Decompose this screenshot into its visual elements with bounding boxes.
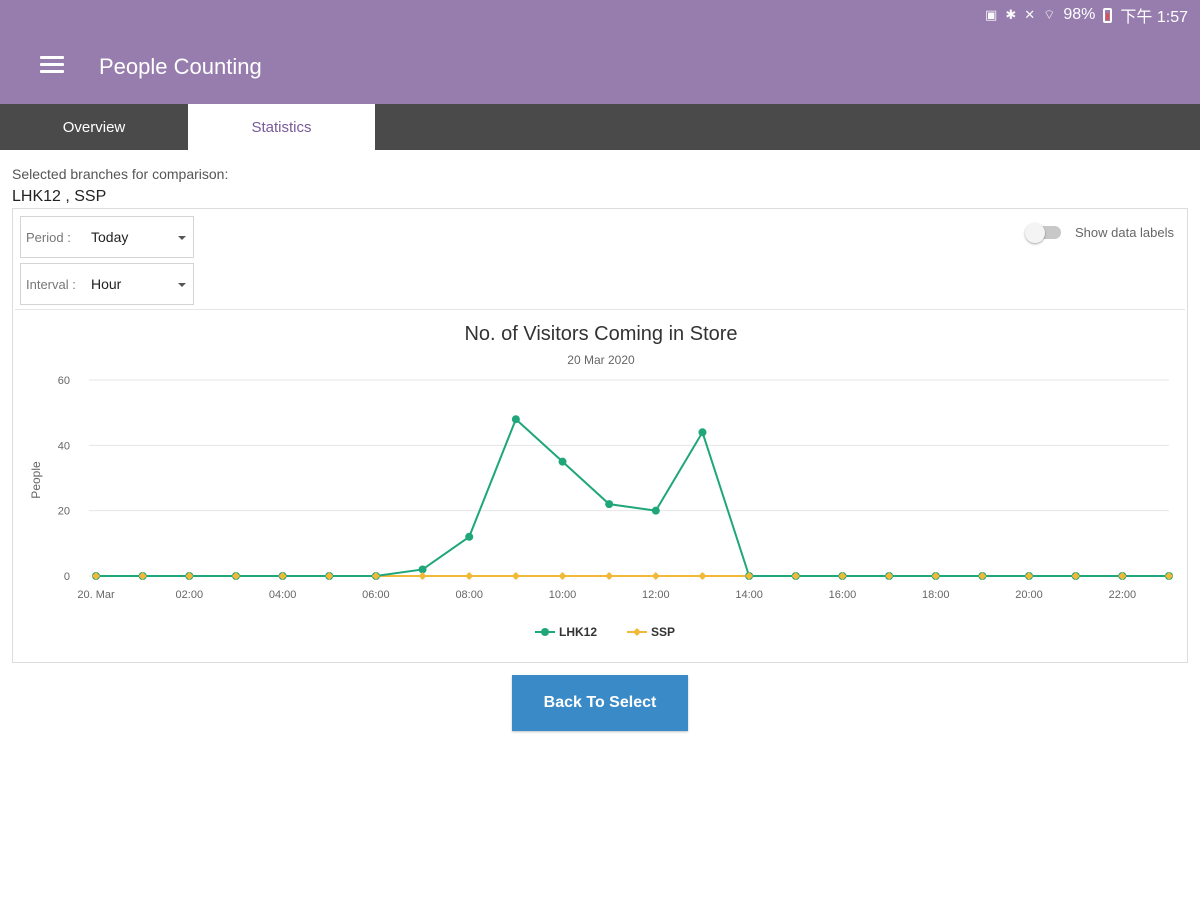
data-point <box>558 572 567 580</box>
data-labels-toggle[interactable] <box>1025 223 1061 243</box>
chart-container: No. of Visitors Coming in Store 20 Mar 2… <box>15 309 1185 662</box>
back-to-select-button[interactable]: Back To Select <box>512 675 688 731</box>
x-tick-label: 06:00 <box>362 589 390 601</box>
data-point <box>92 572 100 580</box>
legend-marker <box>633 628 641 636</box>
chart-title: No. of Visitors Coming in Store <box>464 323 737 345</box>
legend-marker <box>541 628 549 636</box>
series-line-lhk12 <box>96 417 1169 577</box>
data-point <box>418 565 427 574</box>
tab-bar: Overview Statistics <box>0 104 1200 151</box>
x-tick-label: 16:00 <box>829 589 857 601</box>
data-point <box>418 572 427 580</box>
x-tick-label: 20. Mar <box>77 589 115 601</box>
selected-branches-label: Selected branches for comparison: <box>12 166 229 182</box>
data-point <box>1025 572 1034 580</box>
period-label: Period : <box>26 230 71 245</box>
data-point <box>651 572 660 580</box>
legend-label: LHK12 <box>559 625 597 639</box>
selected-branches-value: LHK12 , SSP <box>12 188 107 205</box>
app-title: People Counting <box>99 54 262 79</box>
data-point <box>885 572 894 580</box>
data-point <box>978 572 987 580</box>
x-tick-label: 14:00 <box>735 589 763 601</box>
data-point <box>465 572 474 580</box>
chart-legend[interactable]: LHK12 SSP <box>535 625 675 639</box>
battery-percent: 98% <box>1063 6 1096 23</box>
toggle-knob <box>1025 223 1045 243</box>
app-bar: ▣ ✱ ✕ ⌔ 98% 下午 1:57 People Counting <box>0 0 1200 104</box>
data-point <box>651 506 660 515</box>
data-point <box>1165 572 1173 580</box>
data-point <box>698 572 707 580</box>
data-point <box>325 572 334 580</box>
data-point <box>371 572 380 580</box>
data-point <box>465 532 474 541</box>
data-point <box>278 572 287 580</box>
data-point <box>605 500 614 509</box>
data-point <box>838 572 847 580</box>
status-bar: ▣ ✱ ✕ ⌔ 98% 下午 1:57 <box>985 4 1188 26</box>
x-axis-ticks: 20. Mar 02:00 04:00 06:00 08:00 10:00 12:00 14:… <box>77 589 1136 601</box>
chart-grid <box>89 379 1169 577</box>
screenshot-icon: ▣ <box>985 7 998 22</box>
caret-down-icon <box>178 283 186 287</box>
statistics-panel: Period : Today Interval : Hour Show data… <box>12 208 1188 663</box>
data-point <box>558 457 567 466</box>
chart-series <box>92 415 1173 580</box>
data-point <box>185 572 194 580</box>
data-point <box>1071 572 1080 580</box>
period-value: Today <box>91 229 129 245</box>
clock: 下午 1:57 <box>1120 9 1188 26</box>
data-point <box>745 572 754 580</box>
data-point <box>791 572 800 580</box>
bluetooth-icon: ✱ <box>1005 7 1017 22</box>
data-point <box>931 572 940 580</box>
x-tick-label: 02:00 <box>176 589 204 601</box>
tab-statistics[interactable]: Statistics <box>188 104 375 151</box>
y-tick-label: 0 <box>64 571 70 583</box>
battery-icon <box>1103 7 1113 23</box>
x-tick-label: 04:00 <box>269 589 297 601</box>
chart-subtitle: 20 Mar 2020 <box>567 353 635 367</box>
interval-select[interactable]: Interval : Hour <box>20 263 194 305</box>
period-select[interactable]: Period : Today <box>20 216 194 258</box>
x-tick-label: 10:00 <box>549 589 577 601</box>
mute-icon: ✕ <box>1024 7 1036 22</box>
y-axis-label: People <box>29 461 43 499</box>
y-tick-label: 20 <box>58 506 70 518</box>
data-point <box>231 572 240 580</box>
data-point <box>511 415 520 424</box>
x-tick-label: 18:00 <box>922 589 950 601</box>
visitors-line-chart: No. of Visitors Coming in Store 20 Mar 2… <box>29 323 1173 639</box>
y-tick-label: 40 <box>58 440 70 452</box>
x-tick-label: 22:00 <box>1109 589 1137 601</box>
y-axis-ticks: 0 20 40 60 <box>58 375 70 583</box>
tab-overview[interactable]: Overview <box>62 119 126 136</box>
x-tick-label: 12:00 <box>642 589 670 601</box>
y-tick-label: 60 <box>58 375 70 387</box>
wifi-icon: ⌔ <box>1043 7 1056 22</box>
hamburger-menu-icon[interactable] <box>40 56 64 76</box>
interval-value: Hour <box>91 276 122 292</box>
data-point <box>511 572 520 580</box>
x-tick-label: 20:00 <box>1015 589 1043 601</box>
interval-label: Interval : <box>26 277 76 292</box>
data-labels-toggle-label: Show data labels <box>1075 225 1175 240</box>
data-point <box>1118 572 1127 580</box>
caret-down-icon <box>178 236 186 240</box>
data-point <box>698 428 707 437</box>
x-tick-label: 08:00 <box>455 589 483 601</box>
data-point <box>138 572 147 580</box>
legend-label: SSP <box>651 625 675 639</box>
data-point <box>605 572 614 580</box>
